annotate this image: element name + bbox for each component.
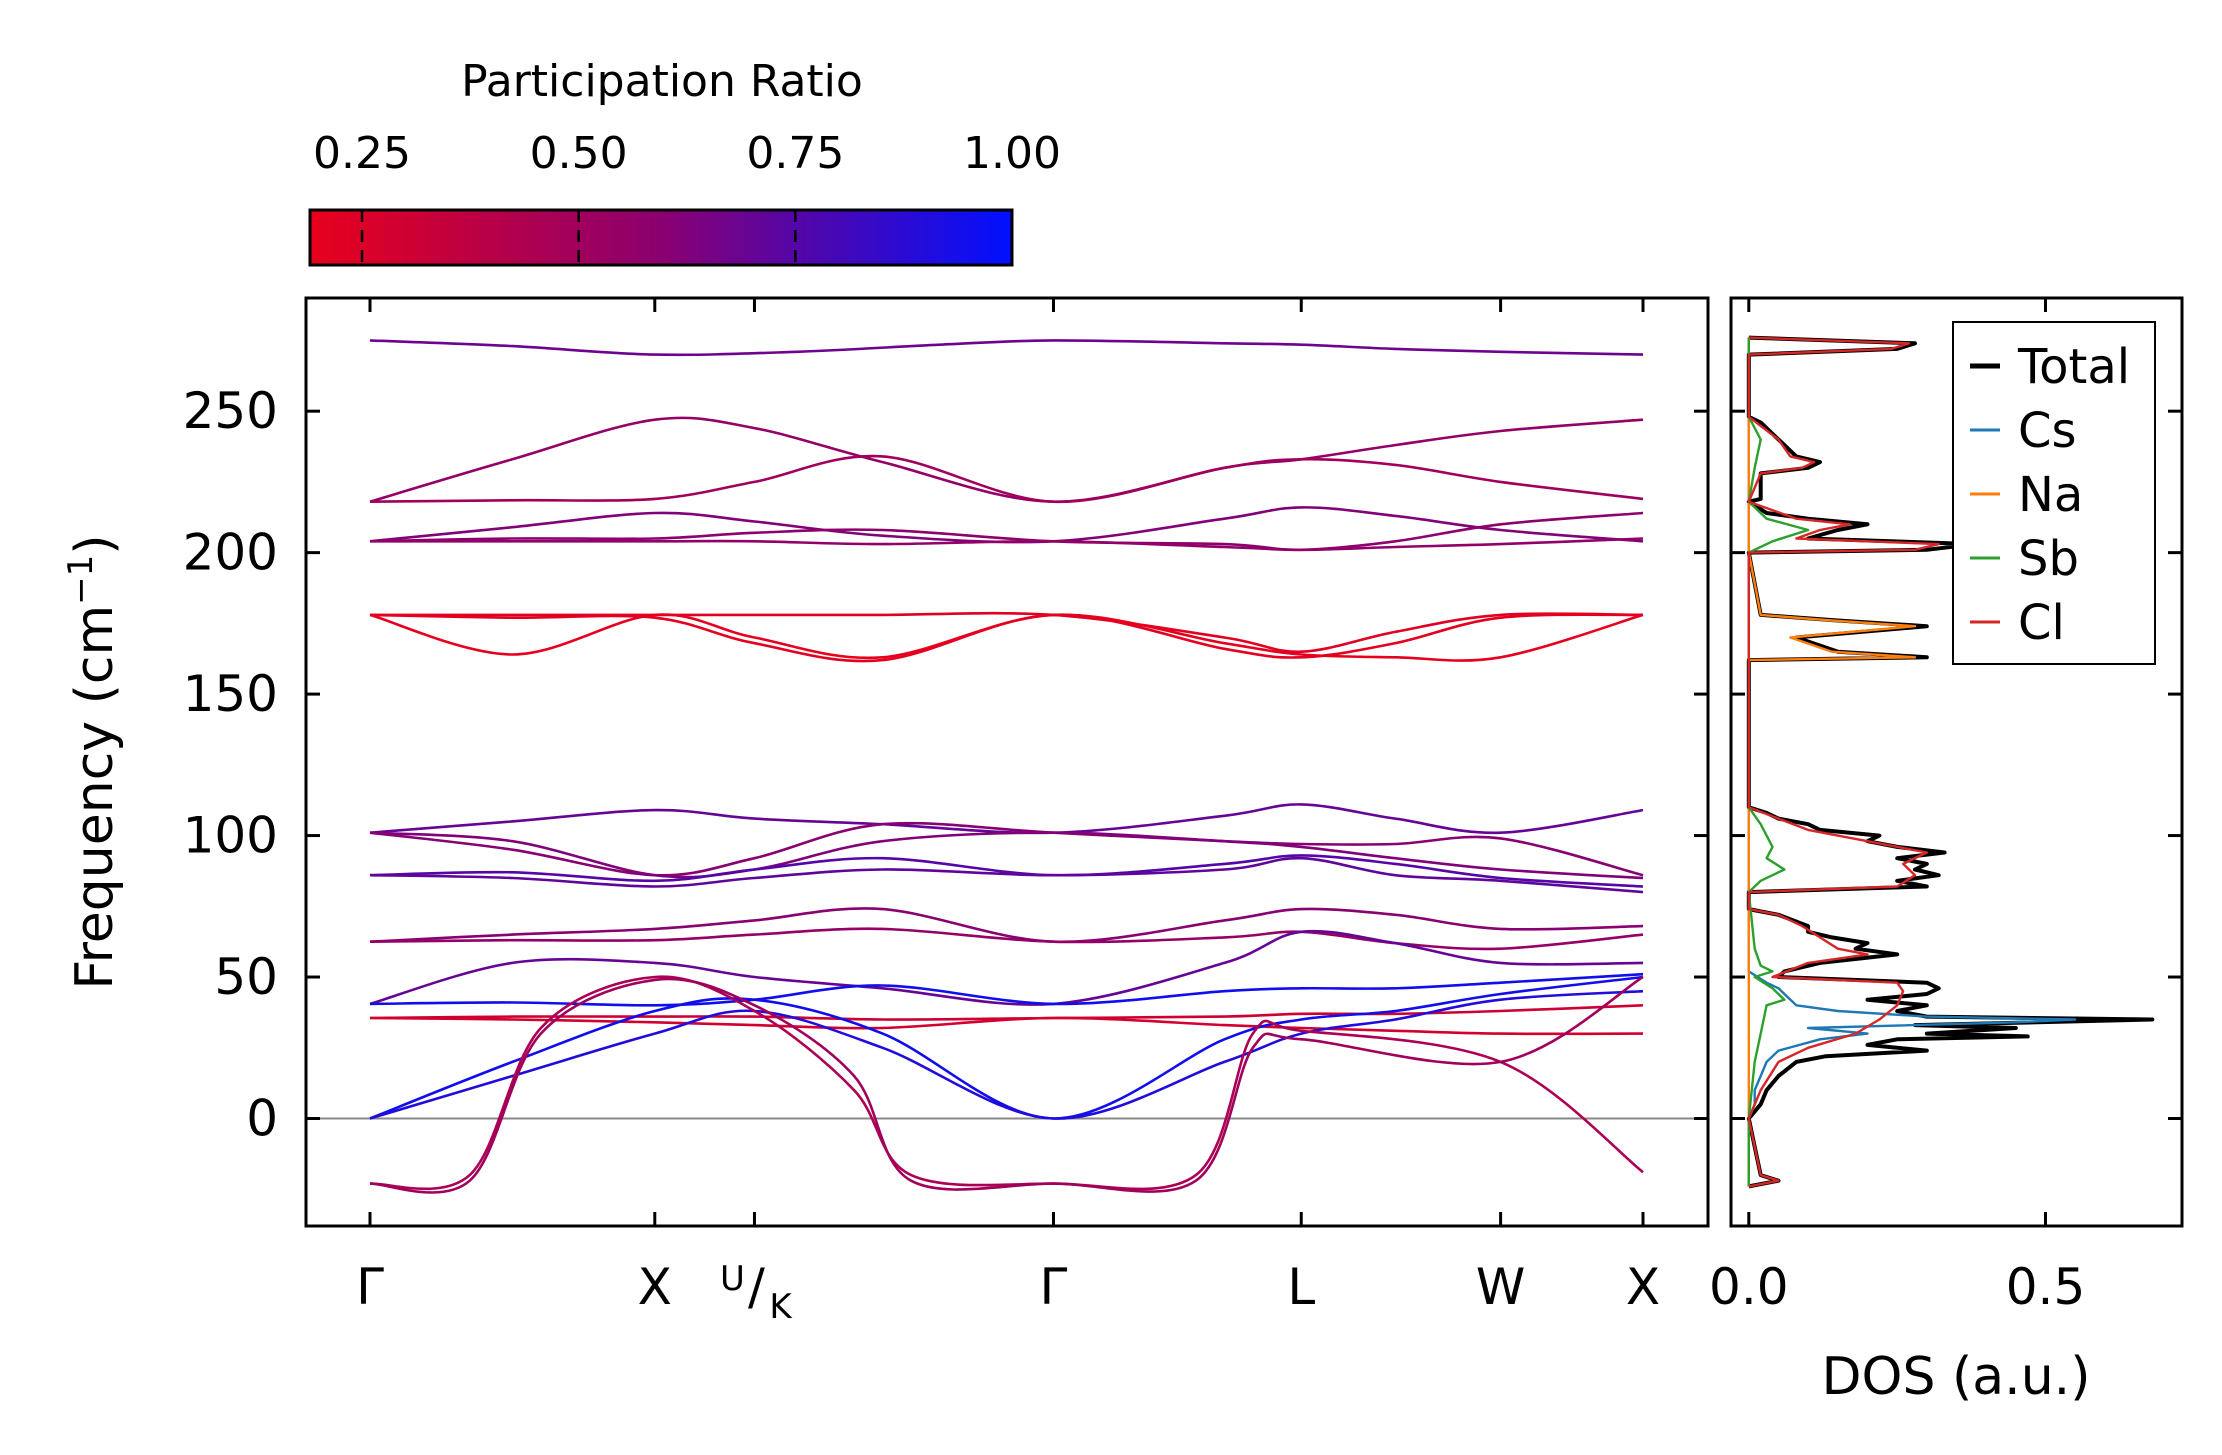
dos-plot-frame <box>1729 296 2184 1228</box>
phonon-band-23 <box>369 975 1644 1191</box>
phonon-band-16 <box>369 927 1644 951</box>
phonon-band-14 <box>369 856 1644 894</box>
y-tick-label: 50 <box>214 948 278 1006</box>
dos-line-total <box>1746 335 2155 1189</box>
dos-x-tick-label: 0.5 <box>2006 1258 2086 1316</box>
legend: Total Cs Na Sb Cl <box>1952 321 2156 665</box>
band-plot-frame <box>304 296 1710 1228</box>
y-axis-label-end: ) <box>65 534 125 554</box>
dos-x-tick-label: 0.0 <box>1709 1258 1789 1316</box>
colorbar-gradient <box>308 208 1014 267</box>
legend-label-cl: Cl <box>2018 595 2065 651</box>
phonon-band-4 <box>369 506 1644 544</box>
y-tick-label: 0 <box>246 1089 278 1147</box>
phonon-band-9 <box>369 613 1644 663</box>
band-y-ticks: 0 50 100 150 200 250 <box>183 382 1708 1147</box>
x-tick-label: Γ <box>356 1258 384 1316</box>
phonon-band-20 <box>369 1016 1644 1036</box>
phonon-band-12 <box>369 831 1644 880</box>
phonon-band-1 <box>369 339 1644 357</box>
x-axis-label-dos: DOS (a.u.) <box>1822 1347 2091 1407</box>
colorbar-label: Participation Ratio <box>461 56 863 107</box>
dos-panel: 0.0 0.5 DOS (a.u.) Total Cs Na Sb Cl <box>1709 296 2184 1407</box>
legend-label-na: Na <box>2018 467 2083 523</box>
colorbar-tick-label: 0.75 <box>746 128 844 179</box>
legend-label-total: Total <box>2017 339 2130 395</box>
dos-line-sb <box>1747 337 1810 1187</box>
phonon-band-17 <box>369 929 1644 1006</box>
band-structure-panel: 0 50 100 150 200 250 Γ X U / K Γ L W X Frequency (cm−… <box>61 296 1710 1327</box>
colorbar-tick-label: 0.50 <box>530 128 628 179</box>
x-tick-label-upper: U <box>720 1259 745 1299</box>
legend-label-sb: Sb <box>2018 531 2079 587</box>
colorbar-tick-label: 0.25 <box>313 128 411 179</box>
band-x-ticks: Γ X U / K Γ L W X <box>356 298 1660 1327</box>
phonon-band-2 <box>369 416 1644 504</box>
colorbar-ticks: 0.25 0.50 0.75 1.00 <box>313 128 1061 265</box>
y-axis-label-sup: −1 <box>61 555 101 605</box>
phonon-band-15 <box>369 907 1644 944</box>
phonon-band-22 <box>369 989 1644 1120</box>
x-tick-label: Γ <box>1040 1258 1068 1316</box>
y-axis-label: Frequency (cm−1) <box>61 534 125 989</box>
colorbar-tick-label: 1.00 <box>963 128 1061 179</box>
x-tick-label: W <box>1476 1258 1525 1316</box>
colorbar: Participation Ratio 0.25 0.50 0.75 1.00 <box>308 56 1061 267</box>
dos-line-cs <box>1747 337 2077 1187</box>
x-tick-label-slash: / <box>748 1258 765 1316</box>
phonon-band-6 <box>370 537 1644 552</box>
phonon-band-3 <box>369 454 1644 504</box>
dos-line-cl <box>1747 336 1940 1188</box>
dos-y-ticks <box>1731 409 2182 1120</box>
phonon-band-24 <box>369 975 1644 1194</box>
y-tick-label: 150 <box>183 665 278 723</box>
y-axis-label-main: Frequency (cm <box>65 605 125 990</box>
dos-lines <box>1746 335 2155 1189</box>
phonon-band-18 <box>369 972 1644 1007</box>
x-tick-label: L <box>1287 1258 1315 1316</box>
y-tick-label: 100 <box>183 807 278 865</box>
legend-label-cs: Cs <box>2018 403 2077 459</box>
y-tick-label: 200 <box>183 524 278 582</box>
dos-line-na <box>1747 337 1917 1187</box>
dos-x-ticks: 0.0 0.5 <box>1709 298 2085 1316</box>
x-tick-label: X <box>1626 1258 1660 1316</box>
band-lines <box>369 339 1644 1194</box>
x-tick-label-lower: K <box>769 1287 793 1327</box>
x-tick-label: X <box>638 1258 672 1316</box>
y-tick-label: 250 <box>183 382 278 440</box>
